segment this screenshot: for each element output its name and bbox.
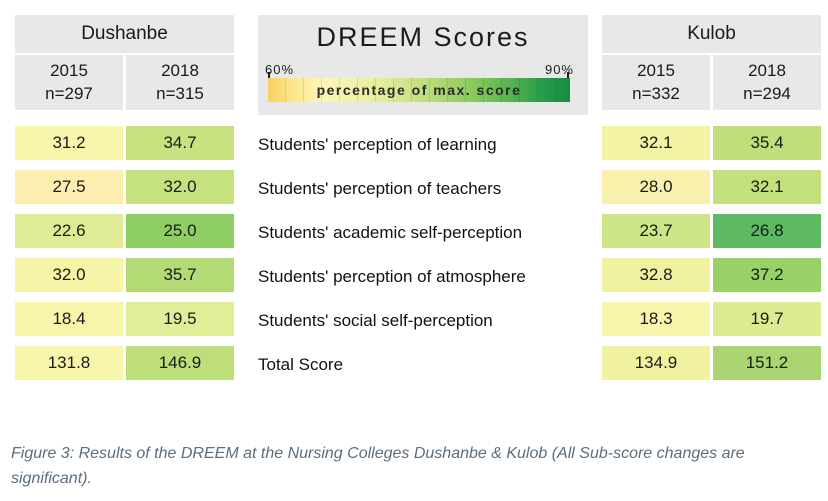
score-cell: 32.0 xyxy=(15,258,123,292)
score-cell: 27.5 xyxy=(15,170,123,204)
legend-min-label: 60% xyxy=(265,62,295,77)
kulob-col-2018-header: 2018 n=294 xyxy=(713,55,821,110)
table-row: 131.8 146.9 xyxy=(15,346,234,380)
score-cell: 22.6 xyxy=(15,214,123,248)
year-label: 2015 xyxy=(50,60,88,80)
table-row: 31.2 34.7 xyxy=(15,126,234,160)
row-label: Students' perception of atmosphere xyxy=(258,267,526,286)
legend-box: DREEM Scores 60% 90% percentage of max. … xyxy=(258,15,588,115)
table-row: 27.5 32.0 xyxy=(15,170,234,204)
row-label: Students' perception of teachers xyxy=(258,179,502,198)
dushanbe-title: Dushanbe xyxy=(15,15,234,53)
table-row: 134.9 151.2 xyxy=(602,346,821,380)
score-cell: 35.7 xyxy=(126,258,234,292)
dushanbe-col-2018-header: 2018 n=315 xyxy=(126,55,234,110)
kulob-year-header: 2015 n=332 2018 n=294 xyxy=(602,55,821,110)
score-cell: 25.0 xyxy=(126,214,234,248)
score-cell: 35.4 xyxy=(713,126,821,160)
table-row: 23.7 26.8 xyxy=(602,214,821,248)
legend-right-tick xyxy=(567,72,569,79)
score-cell: 18.4 xyxy=(15,302,123,336)
sample-size: n=294 xyxy=(743,83,791,103)
color-scale-label: percentage of max. score xyxy=(316,82,522,98)
table-row: 18.4 19.5 xyxy=(15,302,234,336)
year-label: 2015 xyxy=(637,60,675,80)
figure-caption: Figure 3: Results of the DREEM at the Nu… xyxy=(11,445,745,487)
kulob-title: Kulob xyxy=(602,15,821,53)
score-cell: 26.8 xyxy=(713,214,821,248)
color-scale-bar: percentage of max. score xyxy=(268,78,570,102)
dushanbe-col-2015-header: 2015 n=297 xyxy=(15,55,123,110)
sample-size: n=315 xyxy=(156,83,204,103)
score-cell: 28.0 xyxy=(602,170,710,204)
table-row: 32.1 35.4 xyxy=(602,126,821,160)
score-cell: 151.2 xyxy=(713,346,821,380)
table-row: 28.0 32.1 xyxy=(602,170,821,204)
year-label: 2018 xyxy=(161,60,199,80)
dushanbe-year-header: 2015 n=297 2018 n=315 xyxy=(15,55,234,110)
score-cell: 37.2 xyxy=(713,258,821,292)
score-cell: 131.8 xyxy=(15,346,123,380)
score-cell: 34.7 xyxy=(126,126,234,160)
score-cell: 32.0 xyxy=(126,170,234,204)
row-label: Total Score xyxy=(258,355,344,374)
sample-size: n=297 xyxy=(45,83,93,103)
score-cell: 32.1 xyxy=(713,170,821,204)
score-cell: 31.2 xyxy=(15,126,123,160)
score-cell: 134.9 xyxy=(602,346,710,380)
row-label: Students' social self-perception xyxy=(258,311,493,330)
score-cell: 23.7 xyxy=(602,214,710,248)
score-cell: 32.8 xyxy=(602,258,710,292)
row-label: Students' perception of learning xyxy=(258,135,497,154)
table-row: 18.3 19.7 xyxy=(602,302,821,336)
row-label-list: Students' perception of learning Student… xyxy=(258,128,588,382)
score-cell: 19.7 xyxy=(713,302,821,336)
score-cell: 146.9 xyxy=(126,346,234,380)
score-cell: 18.3 xyxy=(602,302,710,336)
year-label: 2018 xyxy=(748,60,786,80)
color-scale-segments xyxy=(268,78,570,102)
legend-max-label: 90% xyxy=(544,62,574,77)
legend-left-tick xyxy=(268,72,270,79)
legend-and-labels: DREEM Scores 60% 90% percentage of max. … xyxy=(258,15,588,392)
score-cell: 19.5 xyxy=(126,302,234,336)
chart-title: DREEM Scores xyxy=(316,22,530,52)
table-row: 32.8 37.2 xyxy=(602,258,821,292)
row-label: Students' academic self-perception xyxy=(258,223,523,242)
sample-size: n=332 xyxy=(632,83,680,103)
dushanbe-table: Dushanbe 2015 n=297 2018 n=315 31.2 34.7… xyxy=(15,15,234,390)
table-row: 32.0 35.7 xyxy=(15,258,234,292)
score-cell: 32.1 xyxy=(602,126,710,160)
kulob-table: Kulob 2015 n=332 2018 n=294 32.1 35.4 28… xyxy=(602,15,821,390)
table-row: 22.6 25.0 xyxy=(15,214,234,248)
kulob-col-2015-header: 2015 n=332 xyxy=(602,55,710,110)
